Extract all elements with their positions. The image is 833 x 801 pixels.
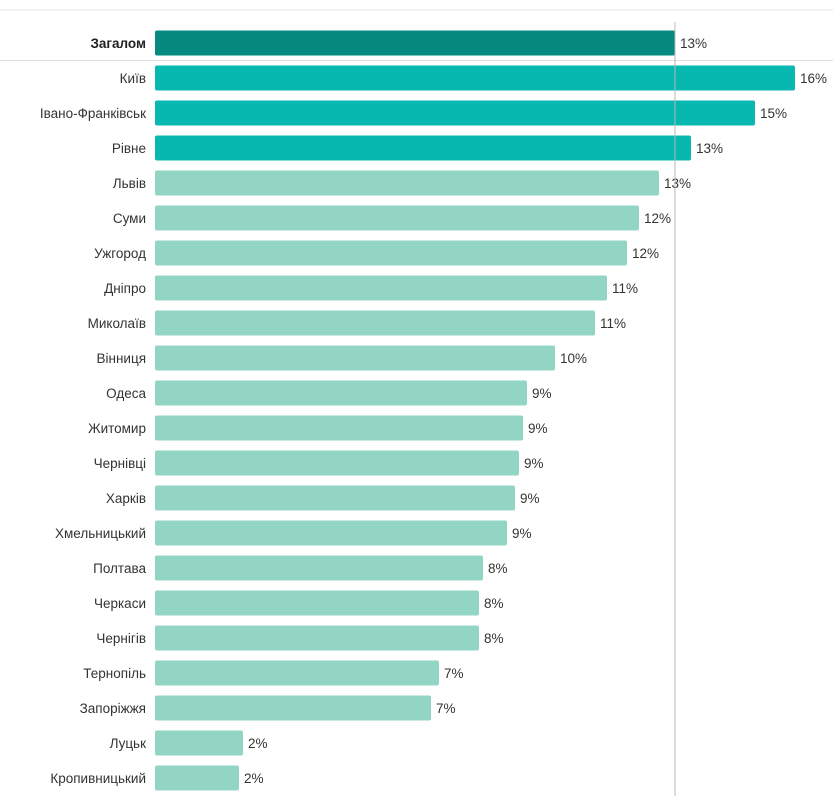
- category-label: Київ: [120, 71, 146, 86]
- value-label: 11%: [612, 281, 638, 296]
- bar-row: Дніпро 11%: [104, 275, 638, 301]
- bar: [155, 625, 479, 651]
- value-label: 2%: [248, 736, 268, 751]
- category-label: Ужгород: [94, 246, 146, 261]
- bar: [155, 730, 243, 756]
- bar: [155, 415, 523, 441]
- value-label: 9%: [532, 386, 552, 401]
- bar-row: Житомир 9%: [88, 415, 548, 441]
- bar: [155, 65, 795, 91]
- bar: [155, 205, 639, 231]
- value-label: 9%: [528, 421, 548, 436]
- category-label: Рівне: [112, 141, 146, 156]
- category-label: Кропивницький: [50, 771, 146, 786]
- category-label: Луцьк: [110, 736, 147, 751]
- value-label: 13%: [696, 141, 723, 156]
- bar-row: Полтава 8%: [93, 555, 508, 581]
- category-label: Одеса: [106, 386, 146, 401]
- bar: [155, 310, 595, 336]
- value-label: 12%: [632, 246, 659, 261]
- bar-row: Суми 12%: [113, 205, 671, 231]
- value-label: 9%: [520, 491, 540, 506]
- bar-row: Рівне 13%: [112, 135, 723, 161]
- bar: [155, 555, 483, 581]
- category-label: Харків: [106, 491, 146, 506]
- value-label: 10%: [560, 351, 587, 366]
- bar-row: Луцьк 2%: [110, 730, 268, 756]
- bars-layer: Загалом 13% Київ 16% Івано-Франківськ 15% Рівн…: [40, 30, 827, 791]
- bar: [155, 485, 515, 511]
- category-label: Тернопіль: [83, 666, 146, 681]
- value-label: 12%: [644, 211, 671, 226]
- value-label: 11%: [600, 316, 626, 331]
- category-label: Вінниця: [97, 351, 147, 366]
- value-label: 13%: [664, 176, 691, 191]
- category-label: Полтава: [93, 561, 146, 576]
- bar-row: Івано-Франківськ 15%: [40, 100, 787, 126]
- value-label: 15%: [760, 106, 787, 121]
- bar-row: Ужгород 12%: [94, 240, 659, 266]
- category-label: Миколаїв: [88, 316, 146, 331]
- value-label: 8%: [488, 561, 508, 576]
- bar: [155, 520, 507, 546]
- category-label: Чернігів: [96, 631, 146, 646]
- bar-row: Загалом 13%: [90, 30, 707, 56]
- bar-total: [155, 30, 675, 56]
- bar-row: Кропивницький 2%: [50, 765, 264, 791]
- bar-row: Київ 16%: [120, 65, 827, 91]
- category-label: Хмельницький: [55, 526, 146, 541]
- bar-row: Одеса 9%: [106, 380, 552, 406]
- category-label: Суми: [113, 211, 146, 226]
- bar: [155, 380, 527, 406]
- category-label: Житомир: [88, 421, 146, 436]
- bar-row: Чернівці 9%: [94, 450, 544, 476]
- bar: [155, 660, 439, 686]
- category-label: Чернівці: [94, 456, 146, 471]
- category-label: Запоріжжя: [80, 701, 146, 716]
- bar: [155, 135, 691, 161]
- category-label: Львів: [113, 176, 146, 191]
- category-label: Черкаси: [94, 596, 146, 611]
- bar: [155, 765, 239, 791]
- bar: [155, 590, 479, 616]
- value-label: 16%: [800, 71, 827, 86]
- value-label: 7%: [444, 666, 464, 681]
- bar: [155, 450, 519, 476]
- value-label: 9%: [524, 456, 544, 471]
- value-label: 2%: [244, 771, 264, 786]
- value-label: 9%: [512, 526, 532, 541]
- bar: [155, 345, 555, 371]
- bar: [155, 100, 755, 126]
- bar-row: Хмельницький 9%: [55, 520, 532, 546]
- bar-row: Тернопіль 7%: [83, 660, 464, 686]
- bar-row: Вінниця 10%: [97, 345, 587, 371]
- value-label: 13%: [680, 36, 707, 51]
- bar-row: Запоріжжя 7%: [80, 695, 456, 721]
- category-label: Загалом: [90, 36, 146, 51]
- bar: [155, 240, 627, 266]
- value-label: 8%: [484, 631, 504, 646]
- bar-row: Черкаси 8%: [94, 590, 504, 616]
- value-label: 7%: [436, 701, 456, 716]
- category-label: Івано-Франківськ: [40, 106, 146, 121]
- bar-row: Харків 9%: [106, 485, 540, 511]
- bar-row: Львів 13%: [113, 170, 691, 196]
- bar-row: Чернігів 8%: [96, 625, 504, 651]
- bar-row: Миколаїв 11%: [88, 310, 626, 336]
- bar: [155, 695, 431, 721]
- bar: [155, 275, 607, 301]
- value-label: 8%: [484, 596, 504, 611]
- category-label: Дніпро: [104, 281, 146, 296]
- bar: [155, 170, 659, 196]
